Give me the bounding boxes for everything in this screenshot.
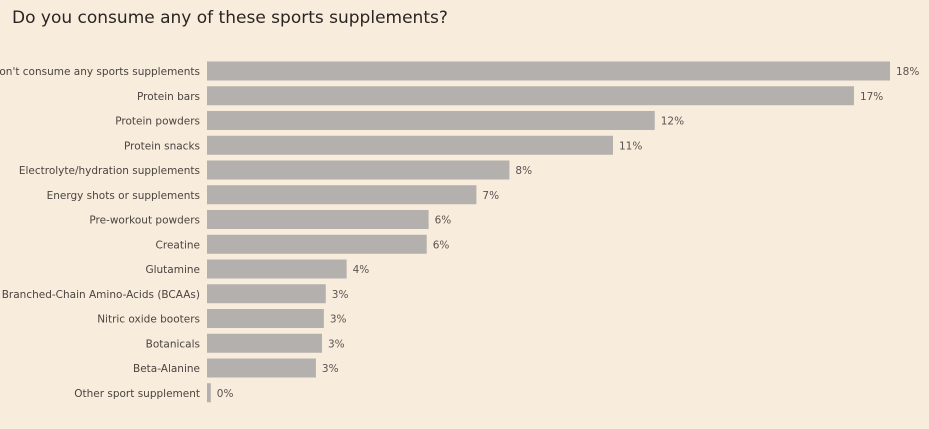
- data-label: 7%: [482, 190, 499, 202]
- data-label: 11%: [619, 140, 642, 152]
- category-label: Energy shots or supplements: [47, 190, 200, 202]
- bar: [207, 234, 427, 254]
- category-label: Electrolyte/hydration supplements: [19, 165, 200, 177]
- category-label: Branched-Chain Amino-Acids (BCAAs): [2, 289, 200, 301]
- data-label: 0%: [217, 388, 234, 400]
- data-label: 12%: [661, 116, 684, 128]
- data-label: 3%: [330, 314, 347, 326]
- bar: [207, 86, 854, 106]
- category-label: Protein bars: [137, 91, 200, 103]
- bar: [207, 111, 655, 130]
- bar: [207, 135, 614, 155]
- data-label: 18%: [896, 66, 919, 78]
- bar: [207, 210, 429, 229]
- chart-title: Do you consume any of these sports suppl…: [12, 8, 448, 28]
- category-label: Other sport supplement: [74, 388, 200, 400]
- bar: [207, 309, 324, 328]
- category-label: I don't consume any sports supplements: [0, 66, 200, 78]
- category-label: Botanicals: [146, 338, 200, 350]
- data-label: 6%: [435, 215, 452, 227]
- bar: [207, 160, 510, 180]
- category-label: Protein powders: [115, 116, 200, 128]
- data-label: 6%: [433, 239, 450, 251]
- bar: [207, 333, 322, 353]
- bar: [207, 185, 477, 205]
- data-label: 8%: [515, 165, 532, 177]
- data-label: 17%: [860, 91, 883, 103]
- category-label: Pre-workout powders: [89, 215, 200, 227]
- bar: [207, 358, 316, 378]
- data-label: 3%: [328, 338, 345, 350]
- bar: [207, 259, 347, 279]
- category-label: Protein snacks: [124, 140, 200, 152]
- bar: [207, 383, 211, 403]
- category-label: Nitric oxide booters: [97, 314, 200, 326]
- category-label: Glutamine: [145, 264, 200, 276]
- bar: [207, 61, 890, 81]
- data-label: 3%: [332, 289, 349, 301]
- category-label: Creatine: [156, 239, 200, 251]
- category-label: Beta-Alanine: [133, 363, 200, 375]
- bar: [207, 284, 326, 304]
- data-label: 4%: [353, 264, 370, 276]
- data-label: 3%: [322, 363, 339, 375]
